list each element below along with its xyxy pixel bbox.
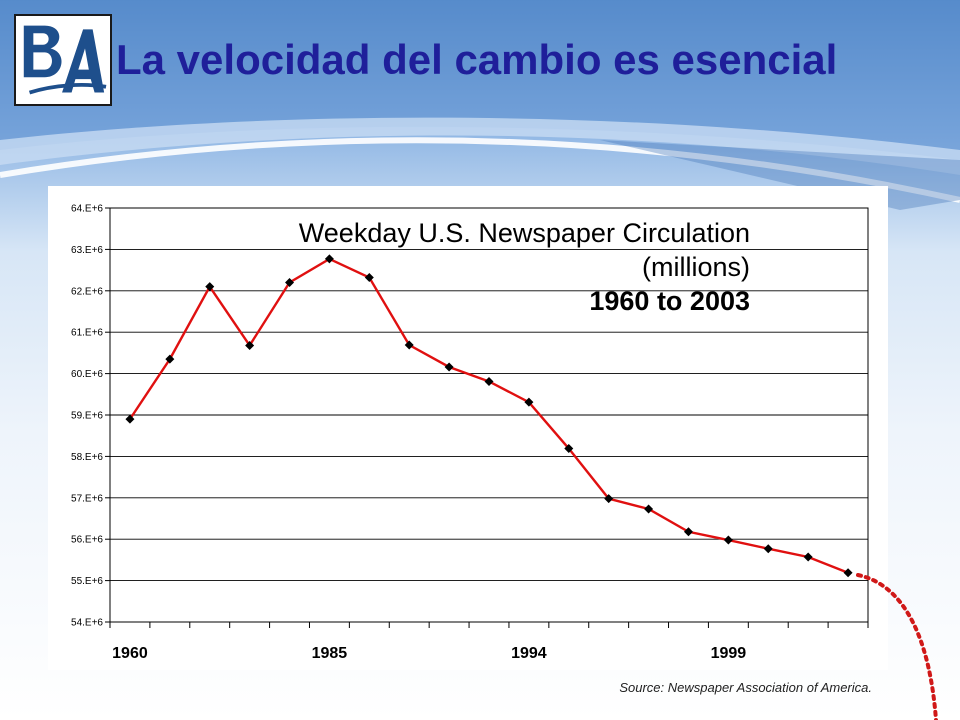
data-point	[524, 397, 534, 407]
y-tick-labels: 54.E+6 55.E+6 56.E+6 57.E+6 58.E+6 59.E+6 60.E…	[71, 204, 103, 629]
y-tick-label: 54.E+6	[71, 618, 103, 629]
data-point	[803, 552, 813, 562]
y-tick-label: 59.E+6	[71, 411, 103, 422]
x-tick-label: 1994	[511, 645, 547, 662]
y-tick-label: 63.E+6	[71, 245, 103, 256]
data-point	[324, 254, 334, 264]
data-point	[843, 568, 853, 578]
page-title: La velocidad del cambio es esencial	[116, 36, 838, 83]
chart-title-line-1: Weekday U.S. Newspaper Circulation	[298, 218, 750, 248]
data-point	[564, 444, 574, 454]
data-point	[644, 504, 654, 514]
logo-mark	[16, 16, 110, 104]
chart-title-line-2: (millions)	[642, 252, 750, 282]
x-tick-label: 1999	[711, 645, 747, 662]
data-point	[604, 494, 614, 504]
chart-title-line-3: 1960 to 2003	[589, 286, 750, 316]
data-point	[285, 278, 295, 288]
y-tick-label: 62.E+6	[71, 286, 103, 297]
line-chart: 54.E+6 55.E+6 56.E+6 57.E+6 58.E+6 59.E+6 60.E…	[71, 204, 869, 662]
ba-logo	[14, 14, 112, 106]
y-tick-label: 58.E+6	[71, 452, 103, 463]
data-point	[763, 544, 773, 554]
data-point	[125, 414, 135, 424]
y-tick-label: 61.E+6	[71, 328, 103, 339]
data-point	[245, 340, 255, 350]
data-point	[723, 535, 733, 545]
data-point	[364, 273, 374, 283]
data-point	[683, 527, 693, 537]
data-point	[404, 340, 414, 350]
y-tick-label: 60.E+6	[71, 369, 103, 380]
x-tick-labels: 1960 1985 1994 1999	[112, 645, 746, 662]
data-point	[205, 282, 215, 292]
y-tick-label: 55.E+6	[71, 576, 103, 587]
data-point	[444, 362, 454, 372]
plot-area-border	[109, 207, 869, 623]
y-tick-label: 57.E+6	[71, 493, 103, 504]
source-note: Source: Newspaper Association of America…	[619, 680, 872, 695]
x-tick-label: 1985	[312, 645, 348, 662]
data-point	[165, 354, 175, 364]
y-tick-label: 64.E+6	[71, 204, 103, 215]
data-point	[484, 376, 494, 386]
x-tick-label: 1960	[112, 645, 148, 662]
series-layer	[125, 254, 853, 578]
chart-title: Weekday U.S. Newspaper Circulation (mill…	[299, 216, 750, 318]
axes	[105, 207, 869, 628]
y-tick-label: 56.E+6	[71, 535, 103, 546]
chart-panel: 54.E+6 55.E+6 56.E+6 57.E+6 58.E+6 59.E+6 60.E…	[48, 186, 888, 670]
